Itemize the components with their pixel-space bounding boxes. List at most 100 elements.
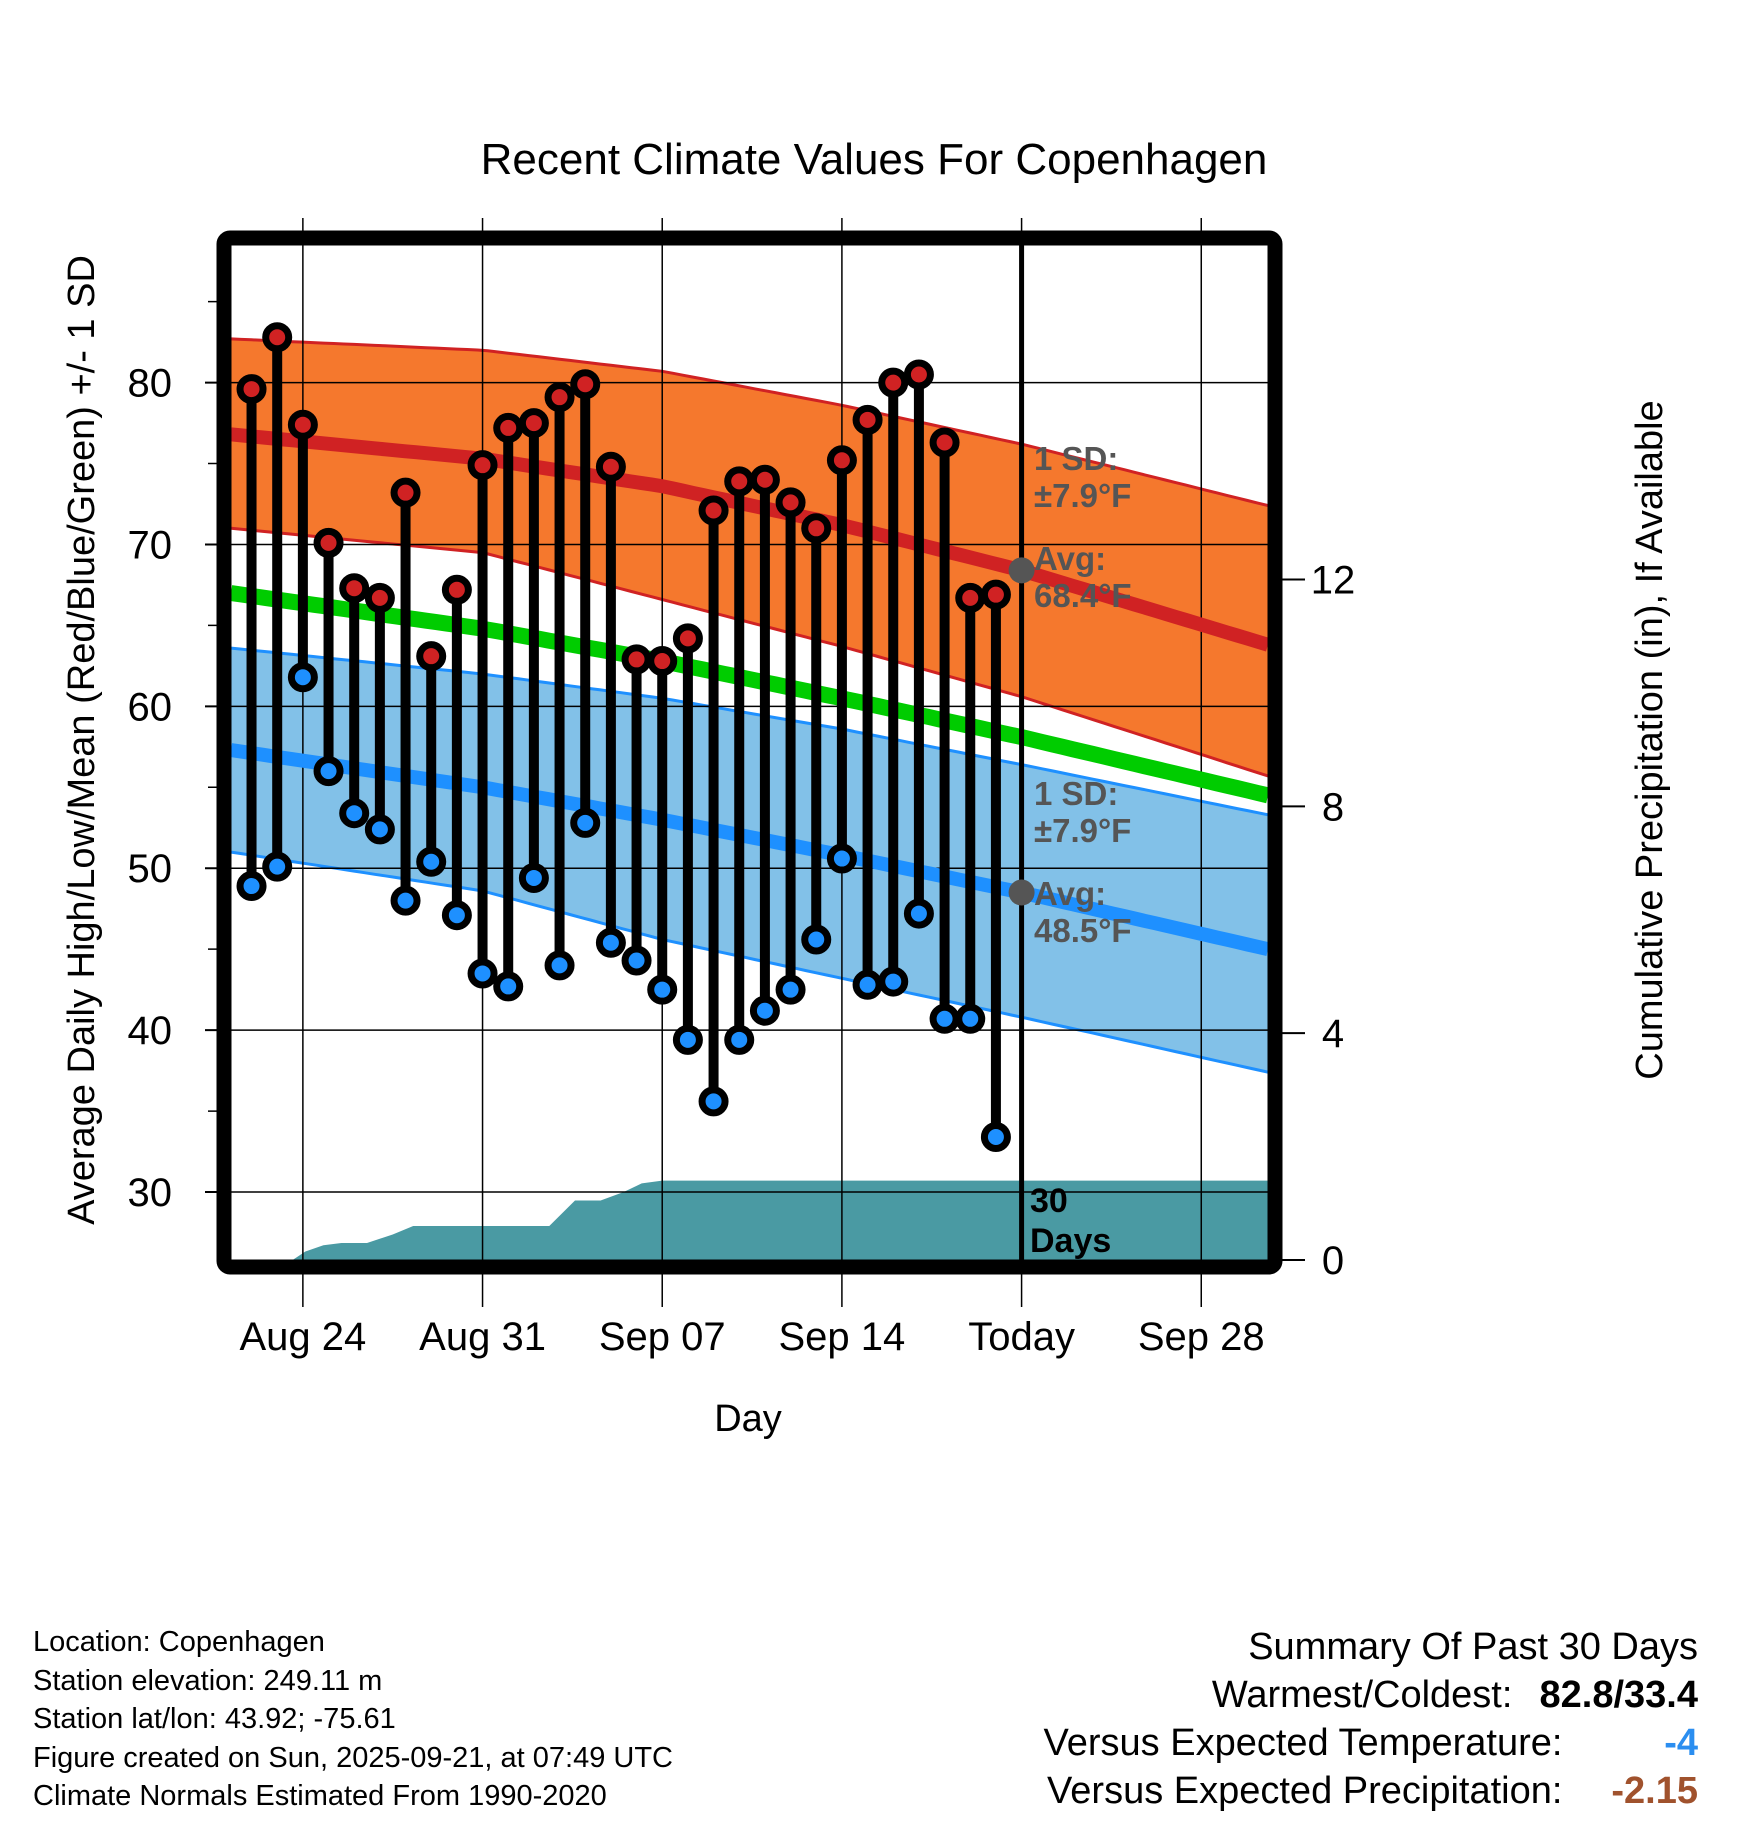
low-point [313,756,344,787]
low-point [801,924,832,955]
low-point [749,995,780,1026]
plot-frame [216,230,1283,1275]
low-avg-label-line: 48.5°F [1034,912,1132,949]
low-point [236,871,267,902]
x-tick-label: Aug 31 [419,1315,546,1359]
today-avg-low-marker [1008,879,1035,906]
daily-stems [236,322,1011,1152]
high-point [493,412,524,443]
high-point [698,495,729,526]
temp-anomaly-label: Versus Expected Temperature: [1043,1722,1563,1764]
low-point [929,1003,960,1034]
low-point [570,807,601,838]
high-point [570,369,601,400]
high-point [339,573,370,604]
y-tick-label: 80 [128,362,173,406]
high-point [287,409,318,440]
station-info: Location: Copenhagen Station elevation: … [33,1623,673,1816]
days-label-line: 30 [1030,1182,1068,1220]
summary-temp: Versus Expected Temperature: -4 [1044,1719,1698,1767]
low-point [416,846,447,877]
today-avg-high-marker [1008,557,1035,584]
summary-title: Summary Of Past 30 Days [1248,1626,1698,1668]
location-text: Location: Copenhagen [33,1626,325,1658]
y-axis-right: 0 4 8 12 [1275,559,1355,1283]
x-tick-label: Today [968,1315,1075,1359]
low-point [878,966,909,997]
low-point [518,862,549,893]
low-point [724,1024,755,1055]
temp-anomaly-value: -4 [1664,1722,1698,1764]
low-point [262,851,293,882]
high-sd-upper-line [231,337,1268,508]
high-point [647,646,678,677]
low-point [698,1086,729,1117]
created-text: Figure created on Sun, 2025-09-21, at 07… [33,1741,673,1774]
low-point [826,843,857,874]
low-point [621,945,652,976]
low-point [595,927,626,958]
warm-cold-label: Warmest/Coldest: [1211,1674,1513,1716]
precipitation-area [292,1180,1268,1260]
high-point [852,404,883,435]
y2-axis-title: Cumulative Precipitation (in), If Availa… [1629,400,1671,1079]
high-point [621,644,652,675]
summary-warm-cold: Warmest/Coldest: 82.8/33.4 [1044,1671,1698,1719]
high-point [826,445,857,476]
low-point [364,814,395,845]
low-point [980,1121,1011,1152]
chart-title: Recent Climate Values For Copenhagen [481,135,1268,184]
high-point [775,487,806,518]
y-tick-label: 40 [128,1009,173,1053]
high-point [749,464,780,495]
high-point [595,451,626,482]
x-tick-label: Sep 07 [599,1315,726,1359]
low-sd-band [231,648,1268,1073]
y-axis-left: 30 40 50 60 70 80 [128,300,231,1215]
high-point [801,513,832,544]
high-point [441,574,472,605]
high-point [878,367,909,398]
high-point [672,623,703,654]
x-tick-label: Sep 14 [779,1315,906,1359]
low-point [467,958,498,989]
x-axis-title: Day [714,1398,782,1440]
y-tick-label: 60 [128,685,173,729]
summary-precip: Versus Expected Precipitation: -2.15 [1044,1767,1698,1815]
latlon-text: Station lat/lon: 43.92; -75.61 [33,1703,396,1735]
high-point [236,374,267,405]
high-sd-label-line: ±7.9°F [1034,477,1131,514]
high-point [390,477,421,508]
high-sd-band [231,338,1268,776]
y2-tick-label: 0 [1322,1239,1344,1283]
y2-tick-label: 4 [1322,1012,1344,1056]
low-point [493,971,524,1002]
y2-tick-label: 12 [1311,559,1356,603]
high-point [544,382,575,413]
high-point [980,579,1011,610]
precip-anomaly-value: -2.15 [1611,1770,1698,1812]
today-marker [1008,245,1035,1260]
days-label-line: Days [1030,1222,1111,1260]
plot-area [231,245,1268,1260]
low-point [339,798,370,829]
high-point [518,408,549,439]
y-axis-title: Average Daily High/Low/Mean (Red/Blue/Gr… [61,255,103,1225]
low-point [775,974,806,1005]
low-point [390,885,421,916]
low-point [903,898,934,929]
warm-cold-value: 82.8/33.4 [1539,1674,1698,1716]
high-point [262,322,293,353]
low-point [441,900,472,931]
y-tick-label: 70 [128,523,173,567]
y2-tick-label: 8 [1322,785,1344,829]
high-point [929,427,960,458]
high-point [416,641,447,672]
low-sd-label-line: 1 SD: [1034,775,1118,812]
normals-text: Climate Normals Estimated From 1990-2020 [33,1780,607,1812]
high-avg-label-line: Avg: [1034,540,1106,577]
low-sd-label-line: ±7.9°F [1034,812,1131,849]
x-tick-label: Sep 28 [1138,1315,1265,1359]
